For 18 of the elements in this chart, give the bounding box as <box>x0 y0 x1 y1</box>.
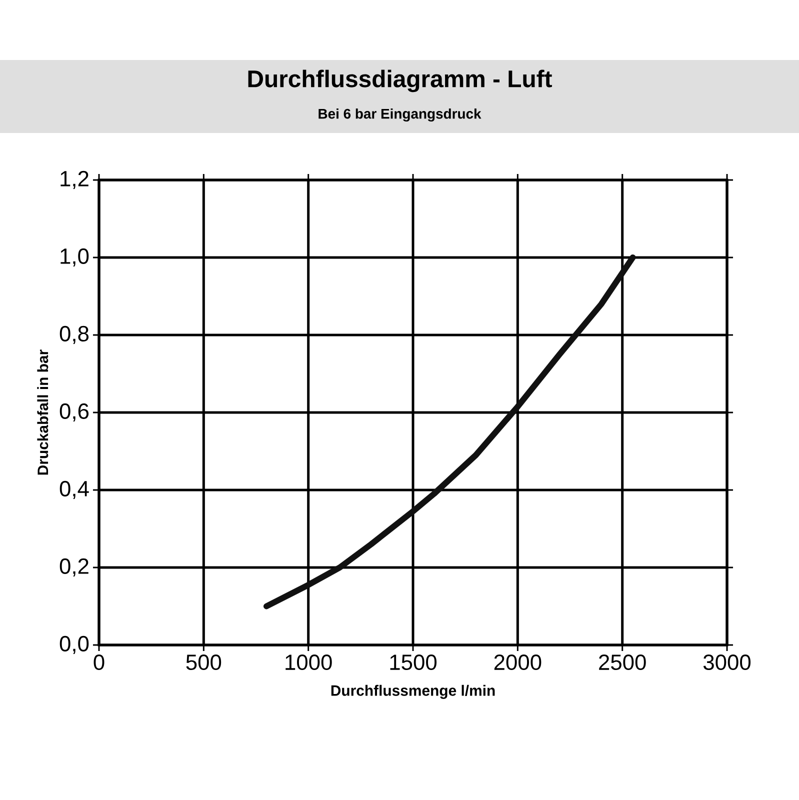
x-tick-label: 2500 <box>599 654 646 670</box>
y-axis-title: Druckabfall in bar <box>37 350 48 475</box>
x-axis-title: Durchflussmenge l/min <box>331 684 495 699</box>
y-tick-label: 1,0 <box>60 248 89 267</box>
y-tick-label: 0,0 <box>60 636 89 654</box>
y-tick-label: 0,2 <box>60 558 88 577</box>
x-tick-label: 1000 <box>286 654 332 670</box>
y-tick-label: 0,6 <box>60 403 89 422</box>
chart-title: Durchflussdiagramm - Luft <box>248 70 552 92</box>
y-tick-label: 1,2 <box>60 170 88 190</box>
x-tick-label: 0 <box>94 654 104 670</box>
x-tick-label: 2000 <box>494 654 542 670</box>
x-tick-label: 1500 <box>390 654 437 670</box>
x-tick-label: 3000 <box>703 654 751 670</box>
y-tick-label: 0,4 <box>60 480 89 500</box>
y-tick-label: 0,8 <box>60 326 89 344</box>
x-tick-label: 500 <box>186 654 222 670</box>
chart-subtitle: Bei 6 bar Eingangsdruck <box>318 108 482 122</box>
